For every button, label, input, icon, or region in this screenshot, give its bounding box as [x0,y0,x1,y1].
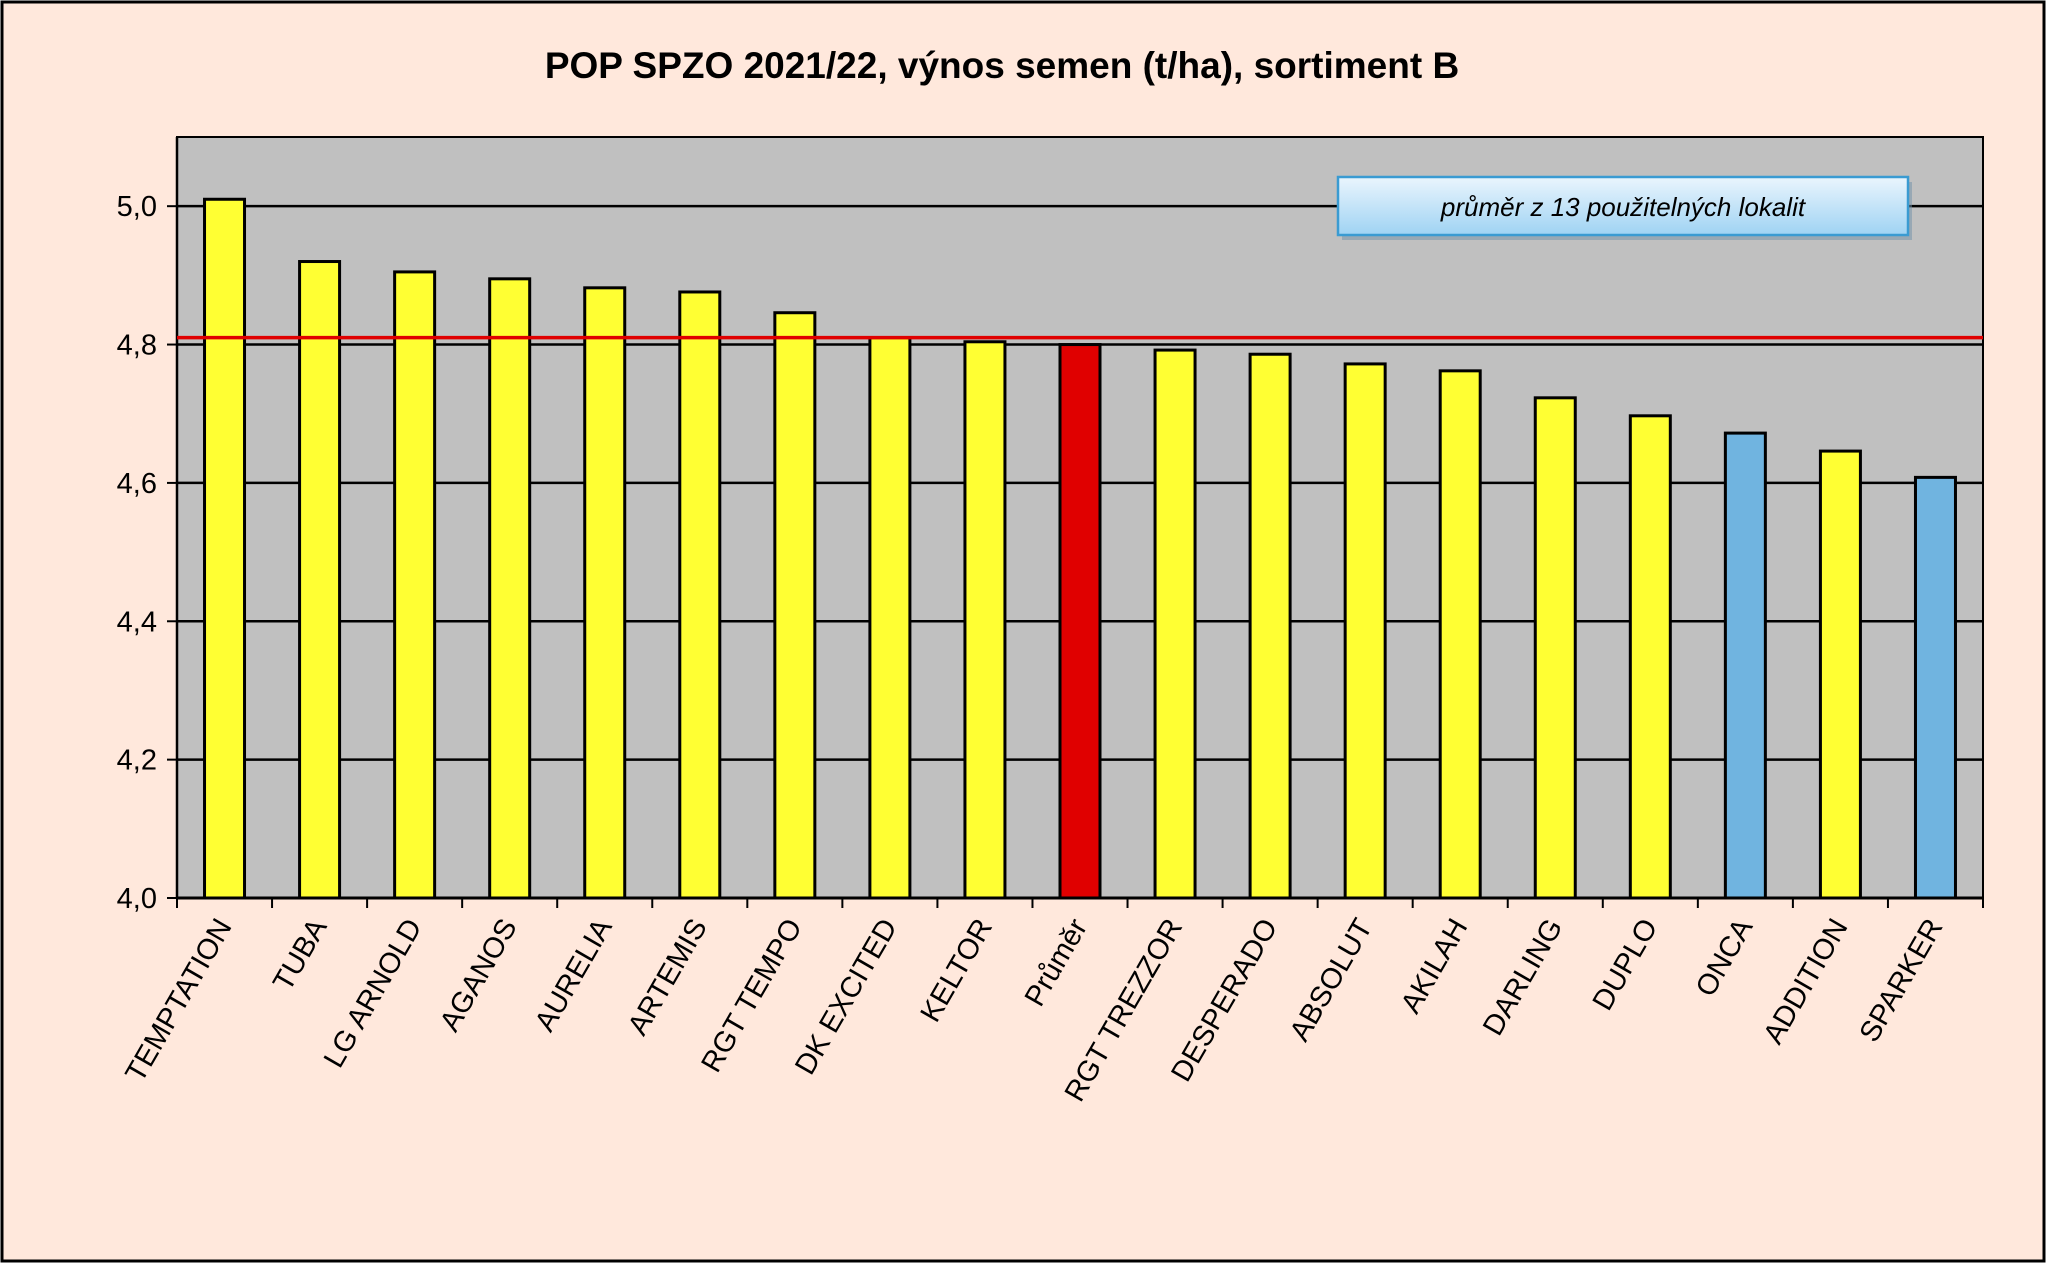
bar [963,340,1007,900]
bar [1153,348,1197,900]
y-tick-label: 4,0 [117,883,157,915]
y-tick-label: 5,0 [117,191,157,223]
bar [1818,449,1862,900]
bar [1628,414,1672,900]
annotation-box [1336,175,1910,237]
y-tick-label: 4,2 [117,745,157,777]
chart-title: POP SPZO 2021/22, výnos semen (t/ha), so… [545,45,1459,86]
bar [298,260,342,900]
bar [393,270,437,900]
y-tick-label: 4,4 [117,606,157,638]
bar [1058,343,1102,900]
bar [1533,396,1577,900]
bar [203,197,247,900]
bar [1913,475,1957,900]
bar [488,277,532,900]
annotation-text: průměr z 13 použitelných lokalit [1440,192,1807,222]
bar [583,286,627,900]
y-tick-label: 4,6 [117,468,157,500]
bar [1723,431,1767,900]
bar [773,311,817,900]
bar [678,290,722,900]
bar [1343,362,1387,900]
y-tick-label: 4,8 [117,330,157,362]
bar [868,336,912,900]
bar [1248,352,1292,900]
bar [1438,369,1482,900]
